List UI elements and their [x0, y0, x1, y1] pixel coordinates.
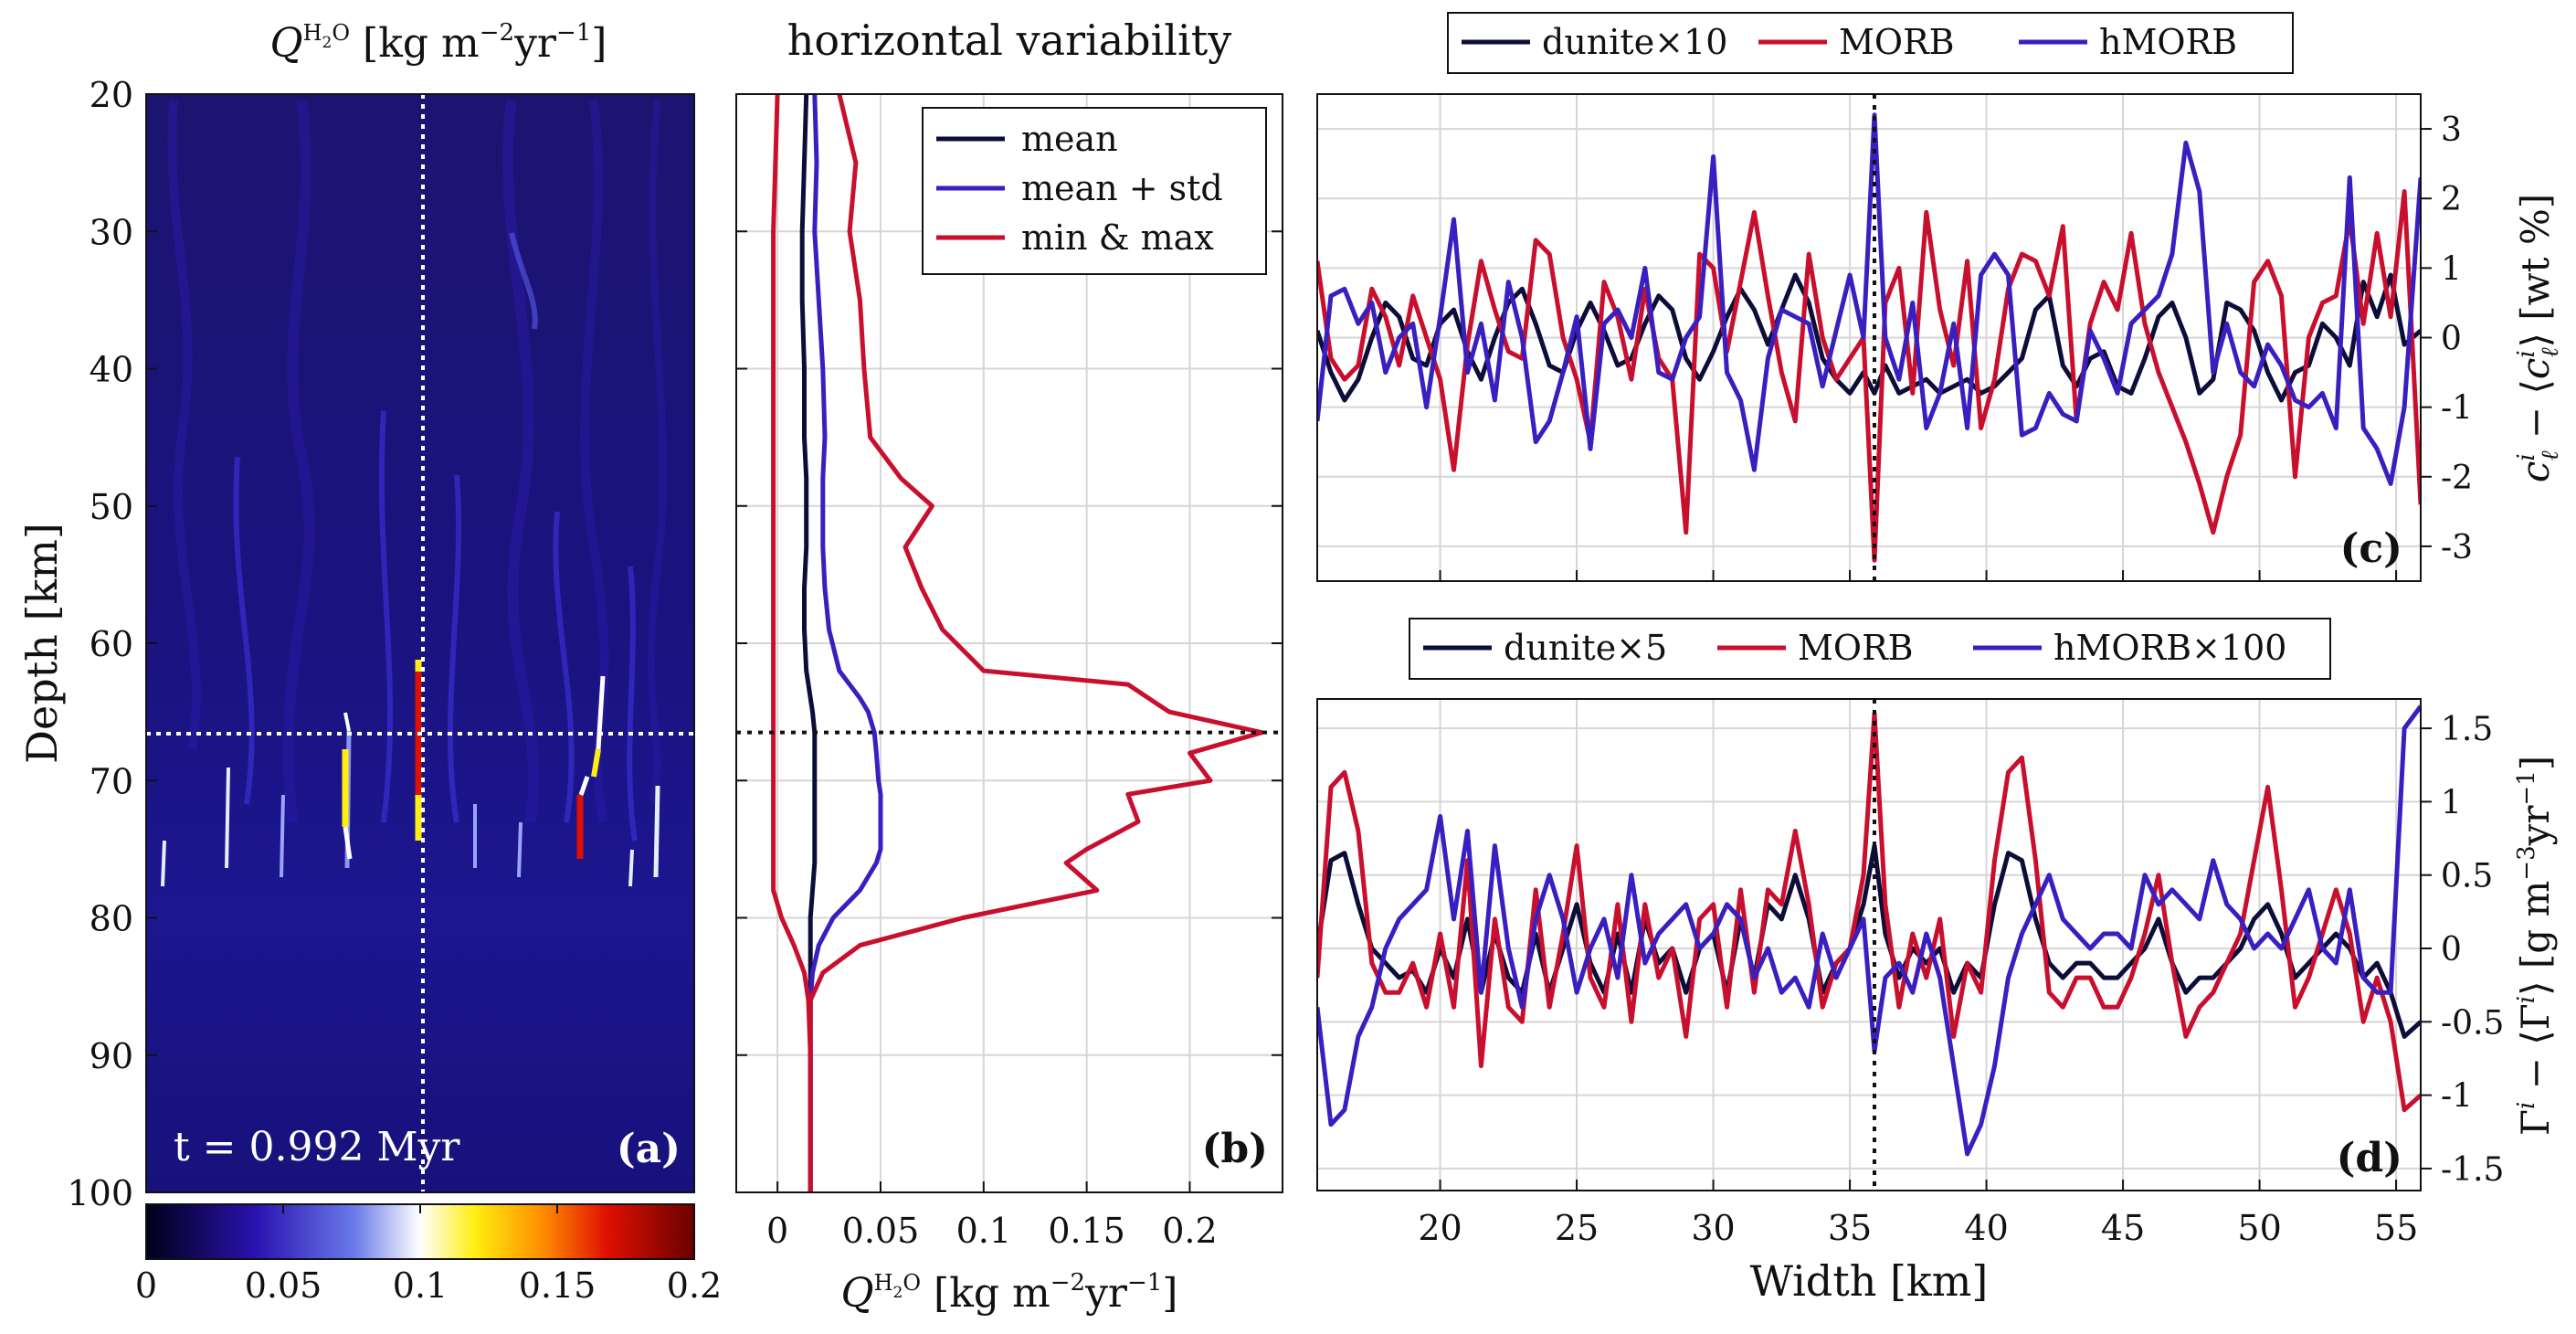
b-xtick-label: 0 — [766, 1211, 788, 1251]
panel-d-lines — [1317, 699, 2421, 1191]
ytick-label: 3 — [2441, 111, 2462, 149]
ytick-label: -0.5 — [2441, 1004, 2504, 1042]
xtick-label: 35 — [1828, 1208, 1872, 1248]
panel-a-ylabel: Depth [km] — [17, 523, 67, 764]
panel-c-legend: dunite×10 MORB hMORB — [1447, 12, 2294, 74]
legend-label: MORB — [1839, 22, 1955, 62]
ytick-label: -1 — [2441, 1078, 2473, 1116]
b-xtick-label: 0.2 — [1162, 1211, 1217, 1251]
colorbar-tick-label: 0.05 — [245, 1265, 322, 1306]
b-xtick-label: 0.05 — [842, 1211, 920, 1251]
xtick-label: 50 — [2237, 1208, 2281, 1248]
b-xtick-label: 0.1 — [956, 1211, 1011, 1251]
a-ytick-label: 30 — [90, 212, 133, 252]
series-line-mean-std — [808, 93, 883, 1192]
colorbar-tick-label: 0.1 — [393, 1265, 448, 1306]
legend-label: mean — [1021, 119, 1118, 159]
ytick-label: -1 — [2441, 390, 2473, 428]
legend-label: hMORB×100 — [2053, 628, 2286, 668]
panel-a-title: QH2O [kg m−2yr−1] — [270, 19, 607, 67]
a-ytick-label: 80 — [90, 899, 133, 939]
colorbar-tick-label: 0 — [135, 1265, 157, 1306]
xtick-label: 20 — [1418, 1208, 1462, 1248]
panel-a: 20 30 40 50 60 70 80 90 100 QH2O [kg m−2yr−1] De… — [17, 19, 722, 1306]
panel-c-lines — [1317, 94, 2421, 581]
xtick-label: 30 — [1691, 1208, 1735, 1248]
a-ytick-label: 20 — [90, 75, 133, 115]
legend-label: MORB — [1798, 628, 1914, 668]
series-line — [1317, 711, 2421, 1113]
panel-d-yticks: -1.5 -1 -0.5 0 0.5 1 1.5 — [2421, 711, 2504, 1189]
panel-d-frame — [1316, 698, 2422, 1191]
ytick-label: 0 — [2441, 931, 2462, 969]
ytick-label: 0.5 — [2441, 858, 2493, 895]
a-ytick-label: 60 — [90, 624, 133, 664]
series-line-mean — [799, 93, 818, 1192]
ytick-label: -1.5 — [2441, 1151, 2504, 1189]
a-ytick-label: 90 — [90, 1036, 133, 1076]
panel-b: 0 0.05 0.1 0.15 0.2 horizontal variability Q… — [735, 16, 1283, 1317]
ytick-label: 0 — [2441, 321, 2462, 358]
panel-c: -3 -2 -1 0 1 2 3 (c) ciℓ − ⟨ciℓ⟩ [wt %] dunite… — [1316, 12, 2564, 582]
legend-label: dunite×5 — [1504, 628, 1667, 668]
xtick-label: 45 — [2101, 1208, 2145, 1248]
xtick-label: 55 — [2374, 1208, 2418, 1248]
heatmap-field — [146, 94, 694, 1192]
xtick-label: 40 — [1964, 1208, 2008, 1248]
panel-c-grid — [1317, 94, 2421, 581]
panel-b-xlabel: QH2O [kg m−2yr−1] — [841, 1269, 1178, 1317]
panel-c-label: (c) — [2340, 525, 2402, 572]
panel-d: -1.5-1-0.500.511.5 20 25 30 35 40 45 50 55 (d) … — [1316, 618, 2558, 1306]
panel-c-xticks — [1439, 570, 2398, 581]
a-ytick-label: 100 — [67, 1173, 133, 1213]
panel-b-grid — [736, 93, 1283, 1193]
series-line-max — [808, 93, 1264, 1192]
panel-b-legend: mean mean + std min & max — [922, 107, 1267, 275]
xtick-label: 25 — [1555, 1208, 1599, 1248]
b-xtick-label: 0.15 — [1048, 1211, 1125, 1251]
series-line — [1317, 112, 2421, 486]
heatmap-plumes — [161, 100, 667, 887]
panel-d-ylabel: Γi − ⟨Γi⟩ [g m−3yr−1] — [2513, 756, 2558, 1136]
a-ytick-label: 50 — [90, 487, 133, 527]
ytick-label: 1.5 — [2441, 711, 2493, 748]
series-line — [1317, 272, 2421, 403]
panel-d-label: (d) — [2337, 1135, 2402, 1181]
colorbar-tick-label: 0.2 — [667, 1265, 722, 1306]
legend-label: hMORB — [2099, 22, 2237, 62]
ytick-label: 2 — [2441, 181, 2462, 218]
legend-label: min & max — [1021, 217, 1214, 258]
panel-d-grid — [1317, 699, 2421, 1191]
a-ytick-label: 70 — [90, 761, 133, 801]
panel-a-label: (a) — [617, 1126, 681, 1172]
panel-b-lines — [771, 93, 1264, 1192]
panel-c-ylabel: ciℓ − ⟨ciℓ⟩ [wt %] — [2513, 194, 2564, 482]
series-line-min — [771, 93, 813, 1192]
ytick-label: -3 — [2441, 529, 2473, 566]
legend-label: dunite×10 — [1542, 22, 1727, 62]
colorbar-tick-label: 0.15 — [519, 1265, 596, 1306]
panel-b-title: horizontal variability — [787, 16, 1231, 65]
panel-d-xticks: 20 25 30 35 40 45 50 55 — [1418, 1180, 2418, 1248]
ytick-label: 1 — [2441, 784, 2462, 821]
colorbar-ticks: 0 0.05 0.1 0.15 0.2 — [135, 1204, 722, 1306]
panel-b-xticks: 0 0.05 0.1 0.15 0.2 — [736, 93, 1283, 1251]
panel-c-yticks: -3 -2 -1 0 1 2 3 — [2421, 111, 2473, 566]
panel-b-label: (b) — [1202, 1126, 1268, 1172]
panel-d-xlabel: Width [km] — [1750, 1256, 1989, 1306]
a-ytick-label: 40 — [90, 350, 133, 390]
time-annotation: t = 0.992 Myr — [174, 1124, 460, 1170]
panel-d-legend: dunite×5 MORB hMORB×100 — [1409, 618, 2331, 680]
ytick-label: -2 — [2441, 460, 2473, 497]
panel-a-yticks: 20 30 40 50 60 70 80 90 100 — [67, 75, 157, 1213]
ytick-label: 1 — [2441, 250, 2462, 288]
series-line — [1317, 704, 2421, 1157]
legend-label: mean + std — [1021, 168, 1223, 208]
